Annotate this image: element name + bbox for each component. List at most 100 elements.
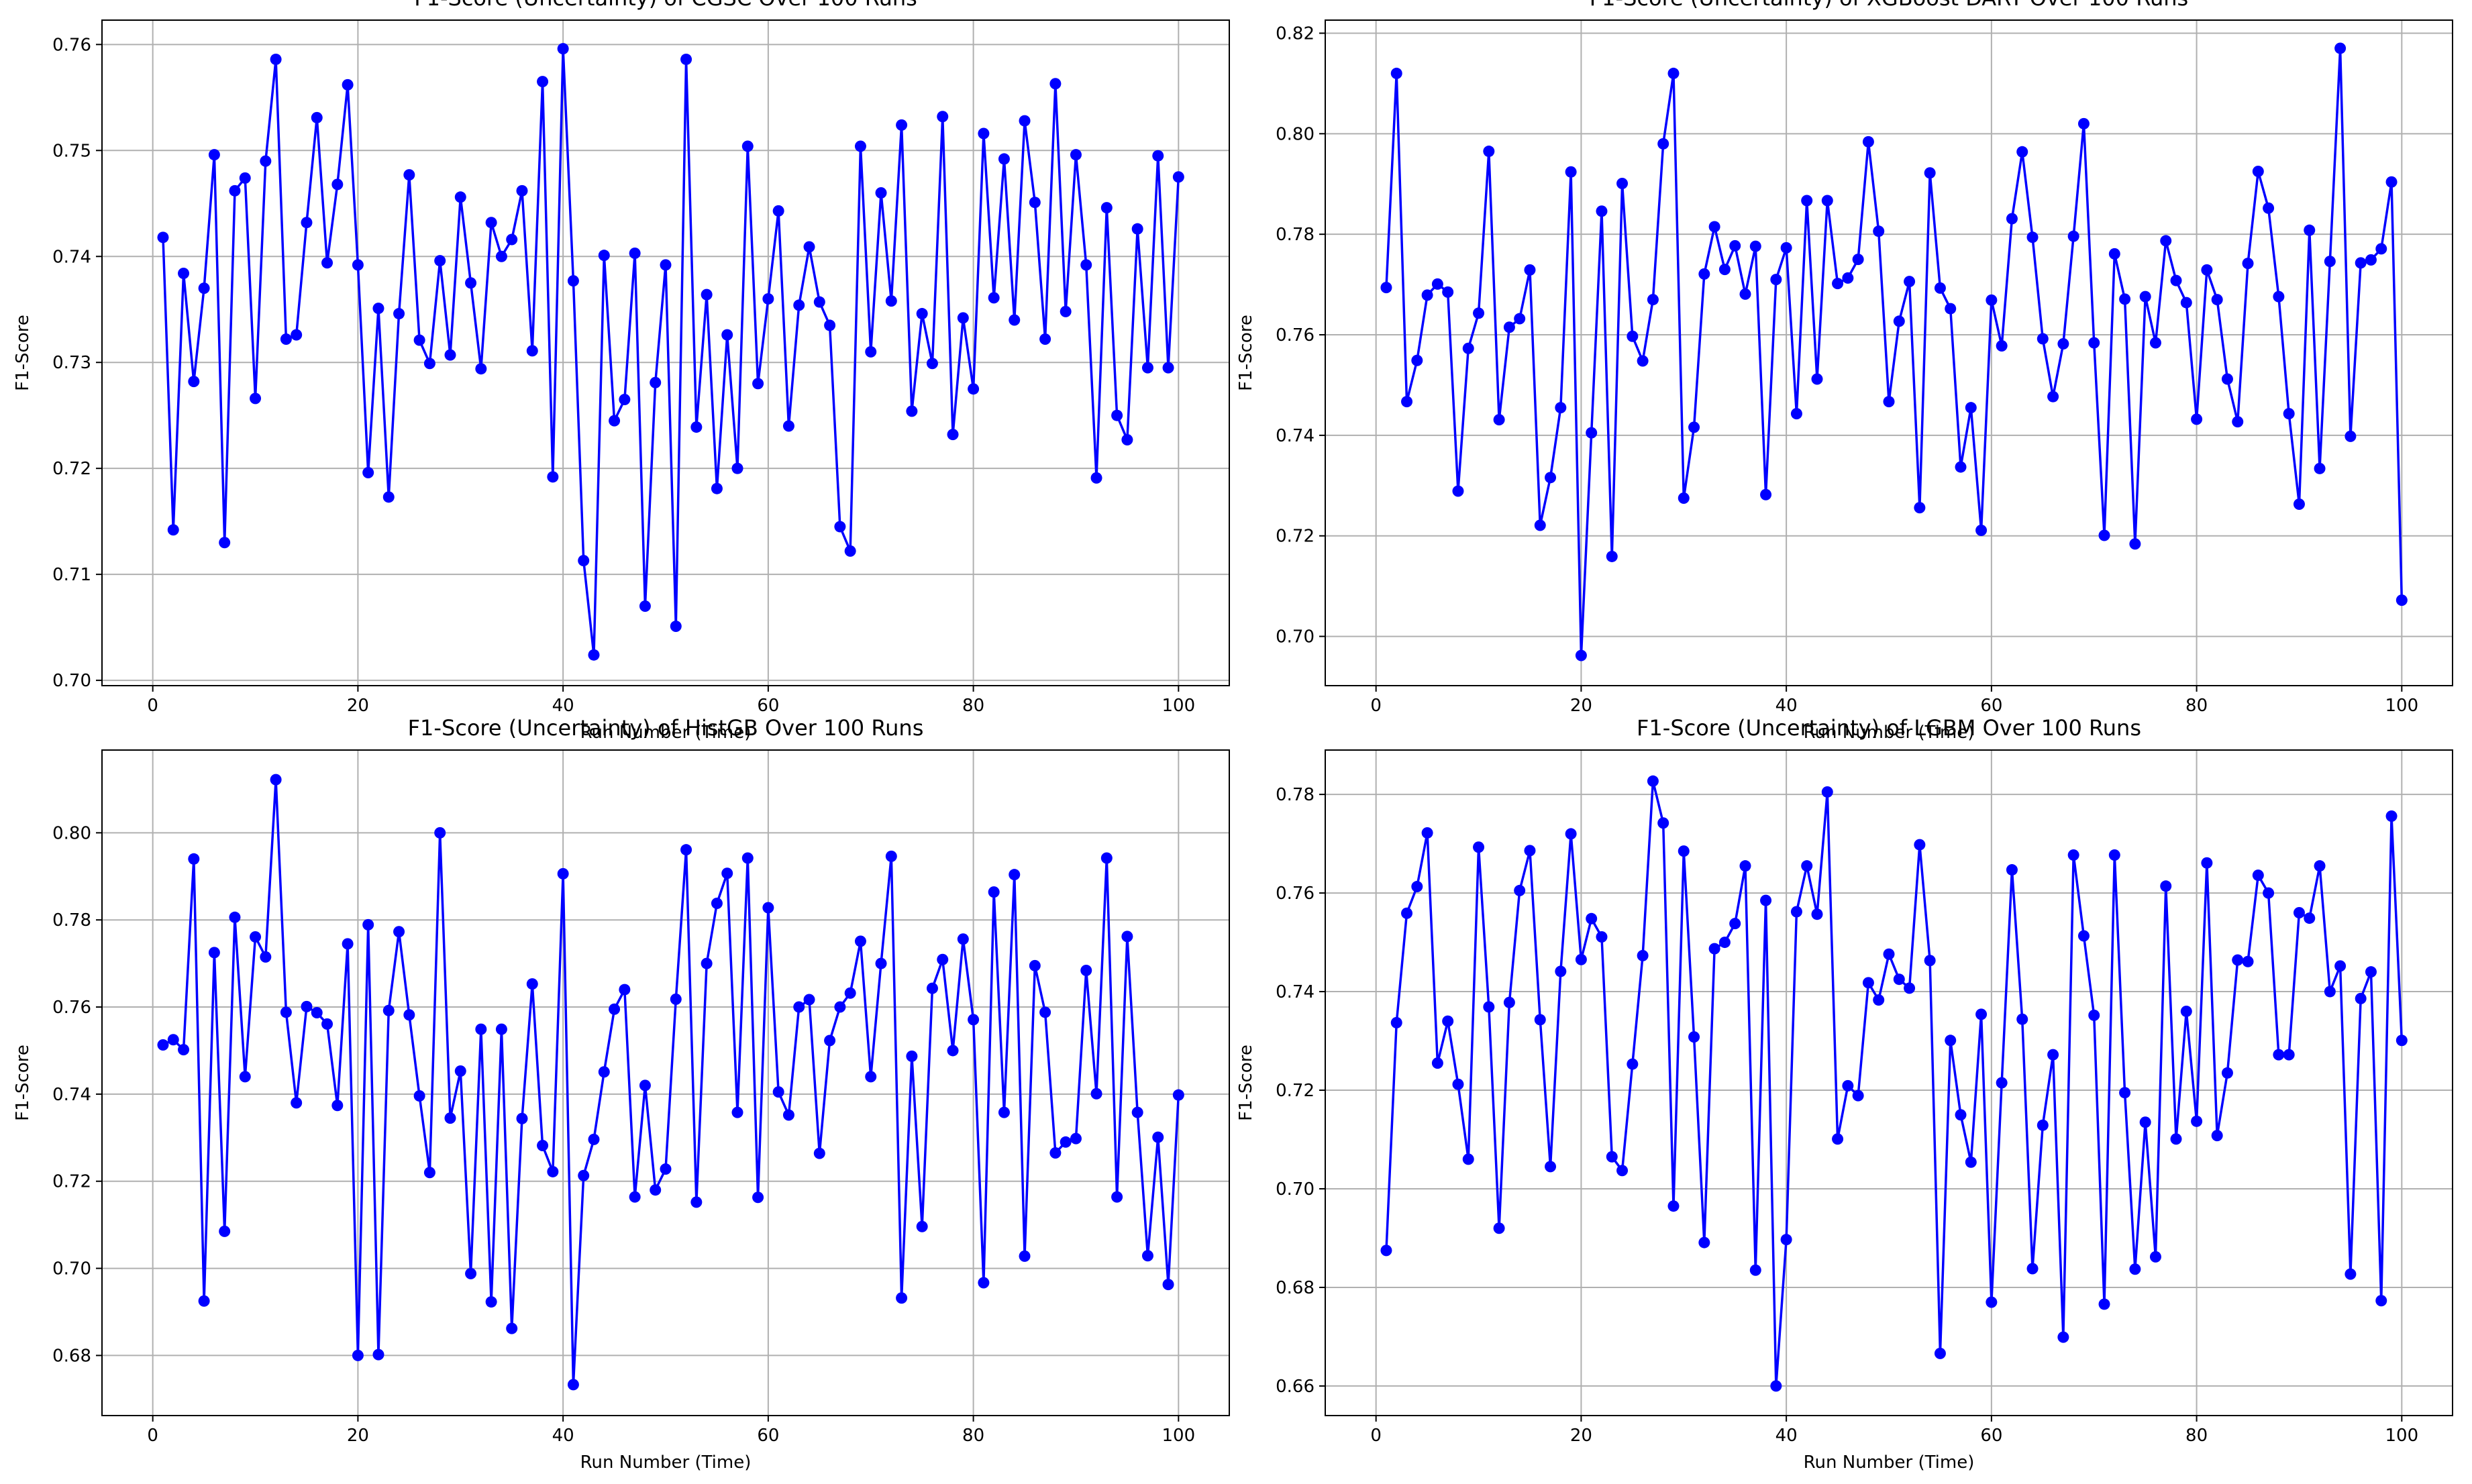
data-point — [1039, 333, 1051, 345]
data-point — [454, 191, 466, 203]
data-point — [937, 953, 949, 965]
data-point — [2345, 430, 2357, 442]
x-tick-label: 0 — [1370, 696, 1382, 716]
data-point — [1131, 223, 1143, 235]
data-point — [1873, 994, 1885, 1006]
data-point — [1462, 342, 1474, 354]
data-point — [1121, 931, 1133, 943]
data-point — [752, 378, 764, 390]
data-point — [1503, 321, 1515, 333]
y-tick-label: 0.74 — [1276, 426, 1315, 446]
data-point — [1565, 166, 1577, 178]
data-point — [1070, 149, 1082, 161]
data-point — [690, 1196, 703, 1208]
data-point — [2242, 955, 2254, 967]
data-point — [865, 1071, 877, 1083]
data-point — [2129, 538, 2141, 550]
data-point — [1390, 67, 1402, 79]
data-point — [2211, 294, 2223, 306]
data-point — [2252, 869, 2264, 882]
data-point — [2170, 1133, 2182, 1145]
data-point — [1596, 931, 1608, 943]
data-point — [1473, 841, 1485, 853]
chart-histgb: F1-Score (Uncertainty) of HistGB Over 10… — [13, 715, 1230, 1473]
data-point — [701, 957, 713, 969]
data-point — [2180, 1005, 2192, 1017]
data-point — [2088, 337, 2100, 349]
data-point — [352, 1349, 364, 1361]
data-point — [968, 383, 980, 395]
x-tick-label: 80 — [962, 1426, 984, 1446]
series-line — [1385, 47, 2404, 657]
data-point — [957, 933, 969, 945]
y-tick-label: 0.76 — [52, 35, 91, 55]
data-point — [2365, 254, 2377, 266]
data-point — [557, 867, 569, 880]
data-point — [1975, 524, 1988, 536]
data-point — [2201, 264, 2213, 276]
x-tick-label: 20 — [1570, 1426, 1592, 1446]
y-tick-label: 0.80 — [1276, 124, 1315, 144]
data-point — [454, 1065, 466, 1077]
data-point — [1534, 519, 1546, 531]
data-point — [2037, 1119, 2049, 1131]
data-point — [1729, 240, 1741, 252]
data-point — [2191, 1115, 2203, 1127]
axes-frame — [101, 19, 1230, 686]
data-point — [331, 1100, 344, 1112]
data-point — [1483, 1001, 1495, 1013]
data-point — [1493, 414, 1505, 426]
data-point — [1986, 1296, 1998, 1308]
data-point — [1503, 996, 1515, 1008]
data-point — [854, 935, 866, 947]
data-point — [2314, 860, 2326, 872]
data-point — [1009, 869, 1021, 881]
y-tick-label: 0.71 — [52, 565, 91, 585]
y-axis-ticks: 0.70 0.72 0.74 0.76 0.78 0.80 0.82 — [1276, 23, 1325, 647]
data-point — [1452, 1078, 1464, 1090]
data-point — [157, 1039, 169, 1051]
data-point — [260, 155, 272, 167]
data-point — [793, 299, 805, 311]
data-point — [968, 1014, 980, 1026]
data-point — [291, 329, 303, 341]
data-point — [844, 987, 856, 999]
data-point — [321, 257, 333, 269]
data-point — [1708, 943, 1720, 955]
y-tick-label: 0.74 — [1276, 982, 1315, 1002]
data-point — [978, 127, 990, 140]
y-tick-label: 0.70 — [1276, 1179, 1315, 1200]
data-point — [1914, 839, 1926, 851]
data-point — [516, 184, 528, 197]
data-point — [2139, 1116, 2151, 1128]
data-point — [2047, 390, 2059, 403]
y-tick-label: 0.76 — [52, 998, 91, 1018]
data-point — [311, 1006, 323, 1018]
data-point — [188, 853, 200, 865]
data-point — [2304, 224, 2316, 236]
x-tick-label: 20 — [347, 696, 369, 716]
data-point — [301, 217, 313, 229]
data-point — [475, 363, 487, 375]
data-point — [1111, 1191, 1123, 1203]
data-point — [1452, 485, 1464, 497]
data-point — [1718, 937, 1731, 949]
data-point — [270, 774, 282, 786]
data-point — [1965, 402, 1977, 414]
data-point — [1172, 1089, 1184, 1101]
x-axis-label: Run Number (Time) — [1804, 1452, 1975, 1473]
data-point — [1657, 817, 1669, 829]
x-axis-label: Run Number (Time) — [580, 1452, 752, 1473]
data-point — [219, 1225, 231, 1237]
data-point — [1029, 197, 1041, 209]
data-point — [280, 333, 292, 345]
data-point — [2263, 202, 2275, 214]
data-point — [1380, 1244, 1392, 1257]
data-point — [731, 1106, 743, 1118]
data-point — [1421, 827, 1433, 839]
data-point — [1141, 362, 1153, 374]
y-tick-label: 0.70 — [1276, 627, 1315, 647]
data-point — [567, 1379, 579, 1391]
data-point — [875, 957, 887, 969]
